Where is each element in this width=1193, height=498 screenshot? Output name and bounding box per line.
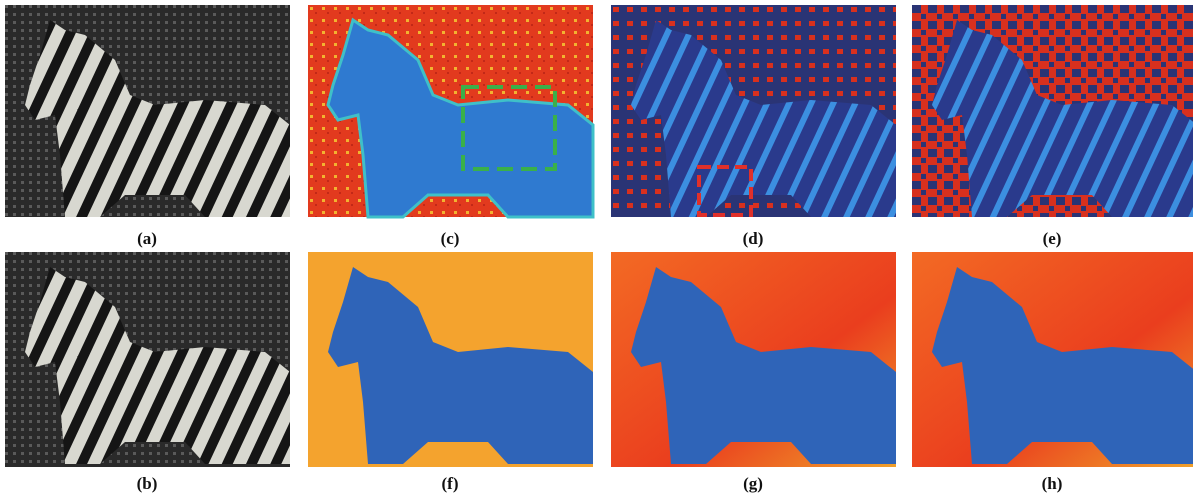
figure: (a) (c) (d) (e) (b) (f) (g) (h): [0, 0, 1193, 498]
caption: (d): [743, 229, 764, 248]
page: (a) (c) (d) (e) (b) (f) (g) (h) (() => {…: [0, 0, 1193, 498]
panel-a: [5, 5, 290, 217]
caption: (g): [743, 474, 763, 493]
panel-f: [308, 252, 593, 467]
panel-e: [912, 5, 1193, 217]
caption: (f): [442, 474, 459, 493]
caption: (h): [1042, 474, 1063, 493]
caption: (e): [1043, 229, 1062, 248]
panel-c: [308, 5, 593, 217]
panel-g: [611, 252, 896, 467]
caption: (a): [137, 229, 157, 248]
panel-d: [611, 5, 896, 217]
caption: (b): [137, 474, 158, 493]
caption: (c): [441, 229, 460, 248]
panel-h: [912, 252, 1193, 467]
panel-b: [5, 252, 290, 467]
